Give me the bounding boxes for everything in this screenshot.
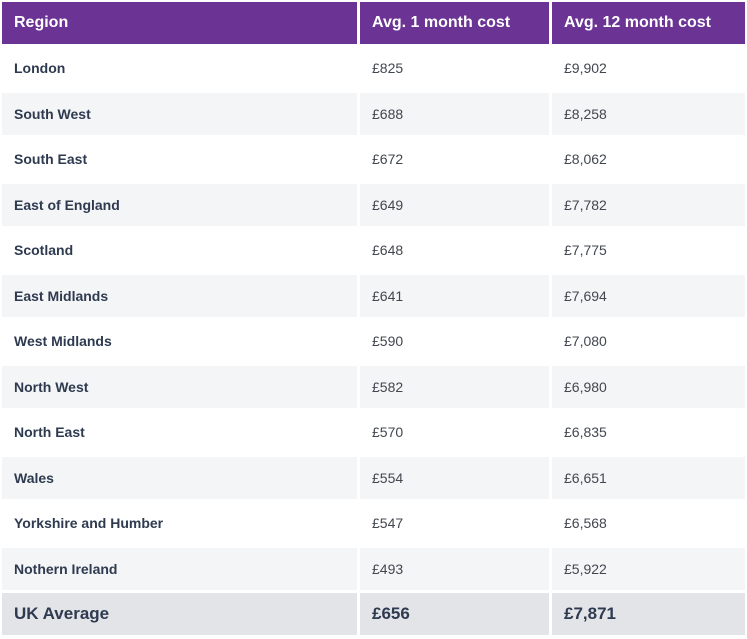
month1-cell: £648 — [360, 229, 549, 272]
footer-region: UK Average — [2, 593, 357, 635]
table-row: London £825 £9,902 — [2, 47, 745, 93]
table-row: North West £582 £6,980 — [2, 365, 745, 412]
header-12-month-cost: Avg. 12 month cost — [552, 2, 745, 44]
footer-month12: £7,871 — [552, 593, 745, 635]
footer-month1: £656 — [360, 593, 549, 635]
region-cell: West Midlands — [2, 320, 357, 363]
table-row: South East £672 £8,062 — [2, 138, 745, 184]
month1-cell: £570 — [360, 411, 549, 454]
month1-cell: £554 — [360, 456, 549, 499]
month1-cell: £590 — [360, 320, 549, 363]
month12-cell: £7,694 — [552, 274, 745, 317]
region-cell: East of England — [2, 183, 357, 226]
region-cell: Nothern Ireland — [2, 547, 357, 590]
month12-cell: £6,835 — [552, 411, 745, 454]
month1-cell: £688 — [360, 92, 549, 135]
month1-cell: £493 — [360, 547, 549, 590]
month12-cell: £7,782 — [552, 183, 745, 226]
table-row: Scotland £648 £7,775 — [2, 229, 745, 275]
month12-cell: £8,062 — [552, 138, 745, 181]
table-row: West Midlands £590 £7,080 — [2, 320, 745, 366]
month1-cell: £825 — [360, 47, 549, 90]
table-header-row: Region Avg. 1 month cost Avg. 12 month c… — [2, 2, 745, 47]
table-row: South West £688 £8,258 — [2, 92, 745, 139]
region-cell: Wales — [2, 456, 357, 499]
header-region: Region — [2, 2, 357, 44]
table-row: East of England £649 £7,782 — [2, 183, 745, 230]
table-row: Yorkshire and Humber £547 £6,568 — [2, 502, 745, 548]
header-1-month-cost: Avg. 1 month cost — [360, 2, 549, 44]
month12-cell: £7,080 — [552, 320, 745, 363]
table-row: Nothern Ireland £493 £5,922 — [2, 547, 745, 594]
month12-cell: £7,775 — [552, 229, 745, 272]
region-cell: Scotland — [2, 229, 357, 272]
month12-cell: £8,258 — [552, 92, 745, 135]
month12-cell: £6,980 — [552, 365, 745, 408]
region-cell: South West — [2, 92, 357, 135]
region-cell: North East — [2, 411, 357, 454]
table-row: Wales £554 £6,651 — [2, 456, 745, 503]
month12-cell: £5,922 — [552, 547, 745, 590]
region-cell: North West — [2, 365, 357, 408]
table-row: North East £570 £6,835 — [2, 411, 745, 457]
month12-cell: £6,651 — [552, 456, 745, 499]
table-footer-row: UK Average £656 £7,871 — [2, 593, 745, 635]
region-cell: South East — [2, 138, 357, 181]
month1-cell: £547 — [360, 502, 549, 545]
month12-cell: £9,902 — [552, 47, 745, 90]
region-cell: London — [2, 47, 357, 90]
month1-cell: £672 — [360, 138, 549, 181]
month12-cell: £6,568 — [552, 502, 745, 545]
month1-cell: £649 — [360, 183, 549, 226]
month1-cell: £641 — [360, 274, 549, 317]
region-cell: East Midlands — [2, 274, 357, 317]
table-row: East Midlands £641 £7,694 — [2, 274, 745, 321]
region-cell: Yorkshire and Humber — [2, 502, 357, 545]
month1-cell: £582 — [360, 365, 549, 408]
